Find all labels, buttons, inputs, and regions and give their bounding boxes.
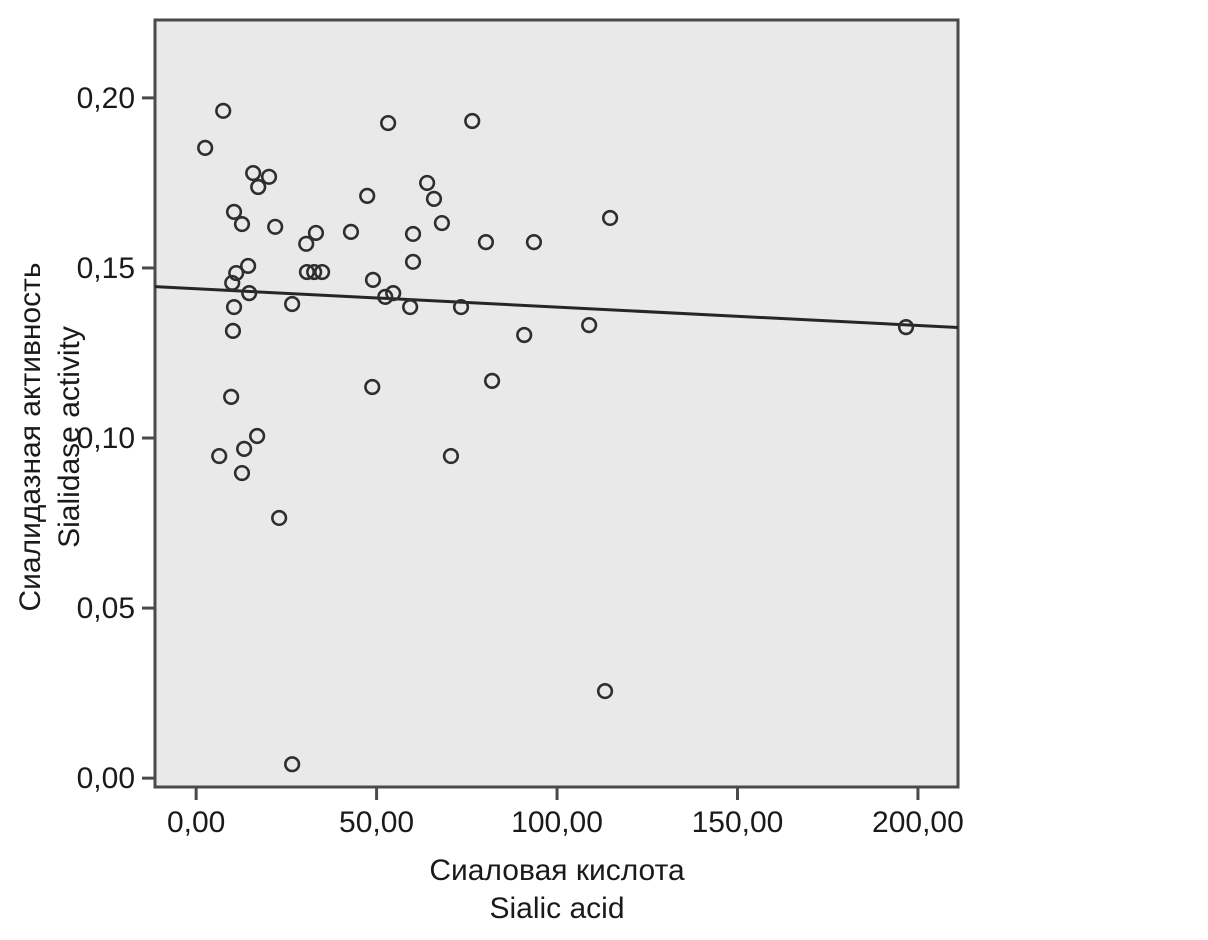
data-point bbox=[404, 225, 422, 243]
data-point bbox=[525, 234, 543, 251]
y-axis-title-en: Sialidase activity bbox=[53, 326, 86, 548]
data-point bbox=[240, 257, 257, 275]
data-point bbox=[197, 139, 214, 156]
x-tick-label: 100,00 bbox=[511, 806, 603, 839]
plot-area bbox=[153, 18, 960, 789]
y-tick-label: 0,05 bbox=[77, 592, 135, 625]
data-point bbox=[442, 447, 460, 465]
data-point bbox=[271, 509, 288, 527]
data-point bbox=[284, 756, 301, 773]
data-points-group bbox=[197, 102, 915, 773]
data-point bbox=[516, 326, 533, 344]
x-axis-title-ru: Сиаловая кислота bbox=[429, 854, 685, 887]
data-point bbox=[601, 209, 619, 227]
data-point bbox=[225, 203, 243, 220]
data-point bbox=[364, 271, 382, 288]
data-point bbox=[249, 427, 266, 445]
x-tick-label: 0,00 bbox=[167, 806, 225, 839]
data-point bbox=[233, 464, 251, 482]
data-point bbox=[260, 168, 278, 185]
data-point bbox=[211, 447, 228, 465]
data-point bbox=[897, 319, 915, 336]
x-axis-ticks: 0,00 50,00 100,00 150,00 200,00 bbox=[167, 787, 964, 839]
x-tick-label: 200,00 bbox=[872, 806, 964, 839]
data-point bbox=[241, 285, 258, 302]
data-point bbox=[419, 174, 436, 192]
data-point bbox=[228, 264, 245, 282]
fit-line-group bbox=[154, 285, 959, 329]
x-tick-label: 50,00 bbox=[339, 806, 414, 839]
data-point bbox=[223, 388, 240, 405]
x-tick-label: 150,00 bbox=[692, 806, 784, 839]
data-point bbox=[306, 263, 323, 281]
data-point bbox=[307, 224, 325, 242]
data-point bbox=[284, 295, 301, 313]
y-tick-label: 0,10 bbox=[77, 422, 135, 455]
data-point bbox=[245, 164, 262, 182]
data-point bbox=[377, 288, 394, 305]
data-point bbox=[402, 298, 419, 316]
regression-fit-line bbox=[154, 285, 959, 329]
data-point bbox=[298, 235, 315, 252]
data-point bbox=[404, 253, 422, 270]
data-point bbox=[433, 214, 451, 232]
data-point bbox=[359, 187, 376, 204]
y-axis-title-ru: Сиалидазная активность bbox=[14, 262, 47, 611]
x-axis-title-en: Sialic acid bbox=[489, 892, 624, 925]
data-point bbox=[483, 372, 501, 389]
data-point bbox=[267, 218, 284, 235]
y-axis-ticks: 0,00 0,05 0,10 0,15 0,20 bbox=[77, 82, 155, 795]
data-point bbox=[477, 234, 495, 251]
data-point bbox=[313, 263, 331, 281]
data-point bbox=[342, 223, 360, 241]
y-tick-label: 0,20 bbox=[77, 82, 135, 115]
data-point bbox=[425, 190, 443, 208]
data-point bbox=[385, 285, 402, 302]
data-point bbox=[380, 114, 397, 132]
data-point bbox=[364, 378, 381, 396]
y-tick-label: 0,00 bbox=[77, 762, 135, 795]
data-point bbox=[596, 682, 614, 700]
data-point bbox=[225, 298, 243, 316]
data-point bbox=[464, 112, 481, 130]
data-point bbox=[452, 298, 470, 316]
data-point bbox=[236, 440, 253, 458]
data-point bbox=[298, 263, 316, 281]
data-point bbox=[224, 322, 242, 339]
data-point bbox=[215, 102, 232, 119]
y-tick-label: 0,15 bbox=[77, 252, 135, 285]
data-point bbox=[233, 215, 251, 233]
data-point bbox=[581, 316, 598, 334]
data-point bbox=[250, 178, 267, 196]
data-point bbox=[224, 274, 241, 292]
